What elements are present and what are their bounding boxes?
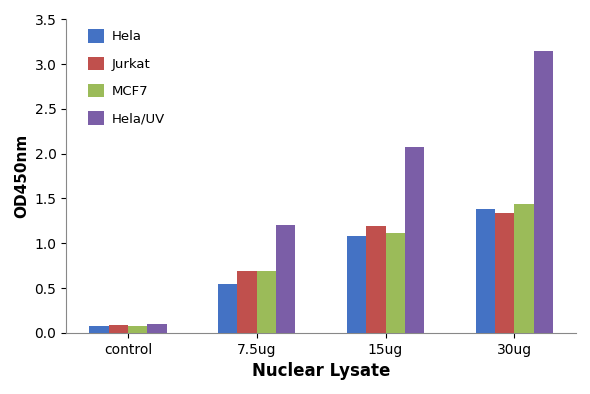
Legend: Hela, Jurkat, MCF7, Hela/UV: Hela, Jurkat, MCF7, Hela/UV bbox=[88, 29, 165, 126]
Bar bbox=[89, 326, 109, 333]
X-axis label: Nuclear Lysate: Nuclear Lysate bbox=[252, 362, 391, 380]
Y-axis label: OD450nm: OD450nm bbox=[14, 134, 29, 218]
Bar bbox=[385, 232, 405, 333]
Bar bbox=[128, 326, 148, 333]
Bar bbox=[514, 204, 533, 333]
Bar bbox=[495, 213, 514, 333]
Bar bbox=[257, 271, 276, 333]
Bar bbox=[366, 226, 385, 333]
Bar bbox=[148, 324, 166, 333]
Bar bbox=[218, 284, 237, 333]
Bar bbox=[109, 325, 128, 333]
Bar bbox=[347, 236, 366, 333]
Bar bbox=[476, 209, 495, 333]
Bar bbox=[533, 51, 553, 333]
Bar bbox=[405, 147, 424, 333]
Bar bbox=[276, 225, 296, 333]
Bar bbox=[237, 271, 257, 333]
